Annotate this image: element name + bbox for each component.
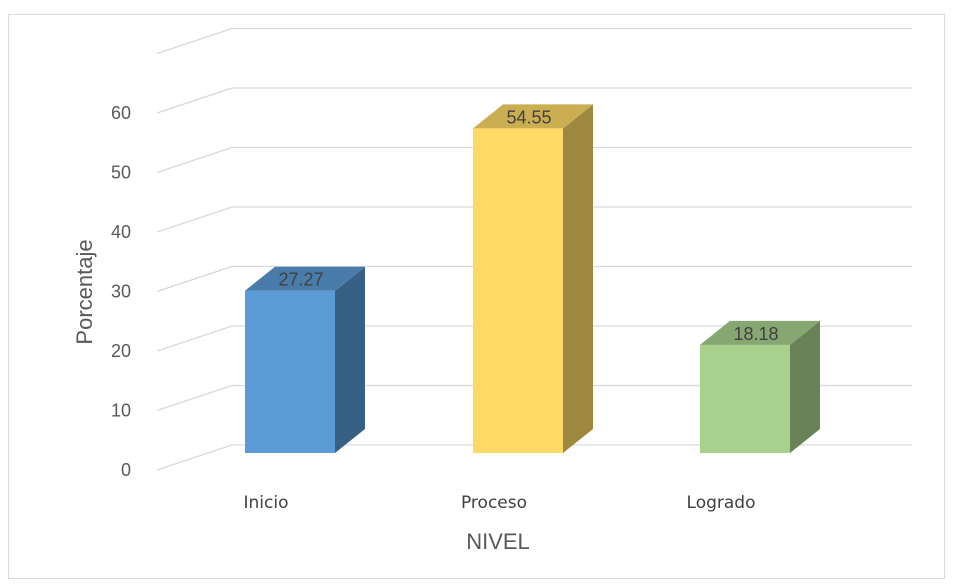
- bar-top: [245, 266, 365, 291]
- bar-top: [700, 320, 820, 345]
- bar-front: [473, 128, 563, 454]
- x-axis-title: NIVEL: [466, 529, 530, 554]
- gridline-diagonal: [156, 265, 233, 293]
- y-tick-label: 30: [111, 282, 131, 302]
- data-label: 18.18: [733, 324, 778, 344]
- y-tick-label: 10: [111, 401, 131, 421]
- bar-side: [335, 266, 365, 453]
- x-axis-ticks: Inicio Proceso Logrado: [244, 493, 756, 513]
- data-label: 54.55: [506, 107, 551, 127]
- y-tick-label: 50: [111, 163, 131, 183]
- y-axis-title: Porcentaje: [72, 239, 97, 344]
- bar-front: [245, 290, 335, 453]
- bar-proceso: [473, 104, 593, 454]
- bar-logrado: [700, 320, 820, 453]
- gridline-diagonal: [156, 444, 233, 471]
- bar-inicio: [245, 266, 365, 453]
- x-tick-label: Proceso: [461, 493, 527, 513]
- gridline-diagonal: [156, 27, 233, 55]
- y-tick-label: 20: [111, 341, 131, 361]
- bar-front: [700, 344, 790, 453]
- gridline-diagonal: [156, 206, 233, 233]
- gridline-diagonal: [156, 146, 233, 174]
- y-tick-label: 0: [121, 460, 131, 480]
- gridline-diagonal: [156, 87, 233, 114]
- bar-side: [563, 104, 593, 454]
- bar-top: [473, 104, 593, 129]
- gridline-diagonal: [156, 384, 233, 412]
- y-tick-label: 40: [111, 222, 131, 242]
- bars: 27.27 54.55 18.18: [245, 104, 820, 454]
- y-axis-ticks: 0 10 20 30 40 50 60: [111, 103, 131, 480]
- bar-side: [790, 320, 820, 453]
- x-tick-label: Inicio: [244, 493, 289, 513]
- data-label: 27.27: [278, 270, 323, 290]
- x-tick-label: Logrado: [687, 493, 756, 513]
- y-tick-label: 60: [111, 103, 131, 123]
- gridline-diagonal: [156, 325, 233, 352]
